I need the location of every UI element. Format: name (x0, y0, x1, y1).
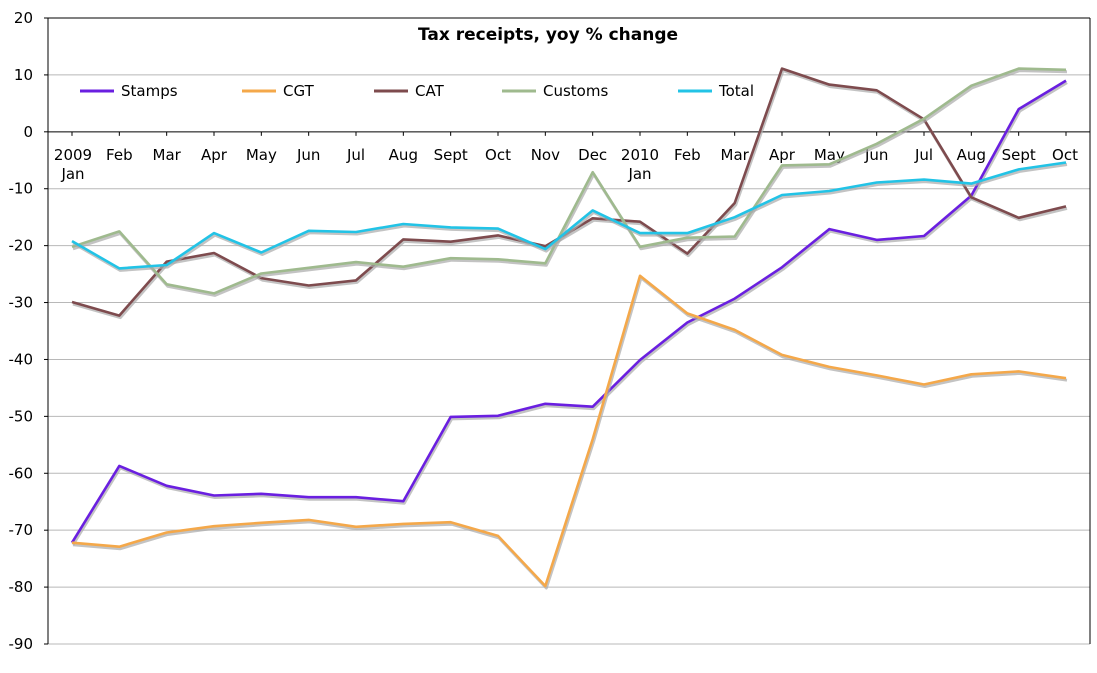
series-line-stamps (70, 79, 1067, 544)
series-shadow-customs (72, 69, 1068, 297)
y-tick-label: -70 (9, 521, 34, 539)
series-shadow-cgt (72, 276, 1068, 590)
legend-label: CAT (415, 82, 445, 100)
x-tick-label: Dec (578, 146, 607, 164)
x-tick-label: Feb (674, 146, 701, 164)
series-line-total (71, 161, 1067, 270)
y-tick-label: 0 (23, 123, 33, 141)
series-shadow-total (72, 163, 1068, 272)
x-tick-label: Jun (296, 146, 320, 164)
x-tick-label: Jul (914, 146, 933, 164)
x-tick-label: Aug (389, 146, 418, 164)
y-tick-label: -10 (9, 180, 34, 198)
legend-item-stamps: Stamps (80, 82, 178, 100)
x-tick-label: 2010 (621, 146, 659, 164)
series-line-customs (71, 67, 1067, 295)
legend-item-cat: CAT (374, 82, 445, 100)
series-line-cat (71, 67, 1067, 317)
x-tick-sublabel: Jan (60, 165, 84, 183)
x-tick-label: 2009 (54, 146, 92, 164)
y-tick-label: -80 (9, 578, 34, 596)
gridlines (48, 74, 1090, 645)
y-tick-label: -40 (9, 350, 34, 368)
y-tick-label: -30 (9, 294, 34, 312)
legend-label: Total (718, 82, 754, 100)
x-tick-sublabel: Jan (627, 165, 651, 183)
y-axis: 20 10 0 -10 -20 -30 -40 -50 -60 -70 -80 -90 (9, 9, 48, 653)
x-tick-label: Apr (769, 146, 796, 164)
legend: Stamps CGT CAT Customs Total (80, 82, 754, 100)
series-shadow-stamps (71, 81, 1068, 546)
x-tick-label: May (814, 146, 845, 164)
x-tick-label: May (246, 146, 277, 164)
legend-label: CGT (283, 82, 315, 100)
x-tick-label: Jul (346, 146, 365, 164)
legend-label: Stamps (121, 82, 178, 100)
legend-item-cgt: CGT (242, 82, 315, 100)
x-tick-label: Nov (531, 146, 560, 164)
y-tick-label: -20 (9, 237, 34, 255)
y-tick-label: -90 (9, 635, 34, 653)
x-tick-label: Oct (485, 146, 511, 164)
legend-label: Customs (543, 82, 608, 100)
x-tick-label: Mar (153, 146, 182, 164)
legend-item-total: Total (678, 82, 754, 100)
x-tick-label: Oct (1052, 146, 1078, 164)
x-tick-label: Feb (106, 146, 133, 164)
series-line-cgt (71, 274, 1067, 588)
series-lines (70, 67, 1068, 590)
series-shadow-cat (72, 69, 1068, 320)
y-tick-label: -50 (9, 407, 34, 425)
legend-item-customs: Customs (502, 82, 608, 100)
x-tick-label: Aug (957, 146, 986, 164)
x-tick-label: Sept (434, 146, 468, 164)
x-tick-label: Apr (201, 146, 228, 164)
chart-title: Tax receipts, yoy % change (418, 25, 678, 45)
x-tick-label: Sept (1002, 146, 1036, 164)
x-tick-label: Mar (721, 146, 750, 164)
y-tick-label: 20 (14, 9, 33, 27)
y-tick-label: -60 (9, 464, 34, 482)
y-tick-label: 10 (14, 66, 33, 84)
